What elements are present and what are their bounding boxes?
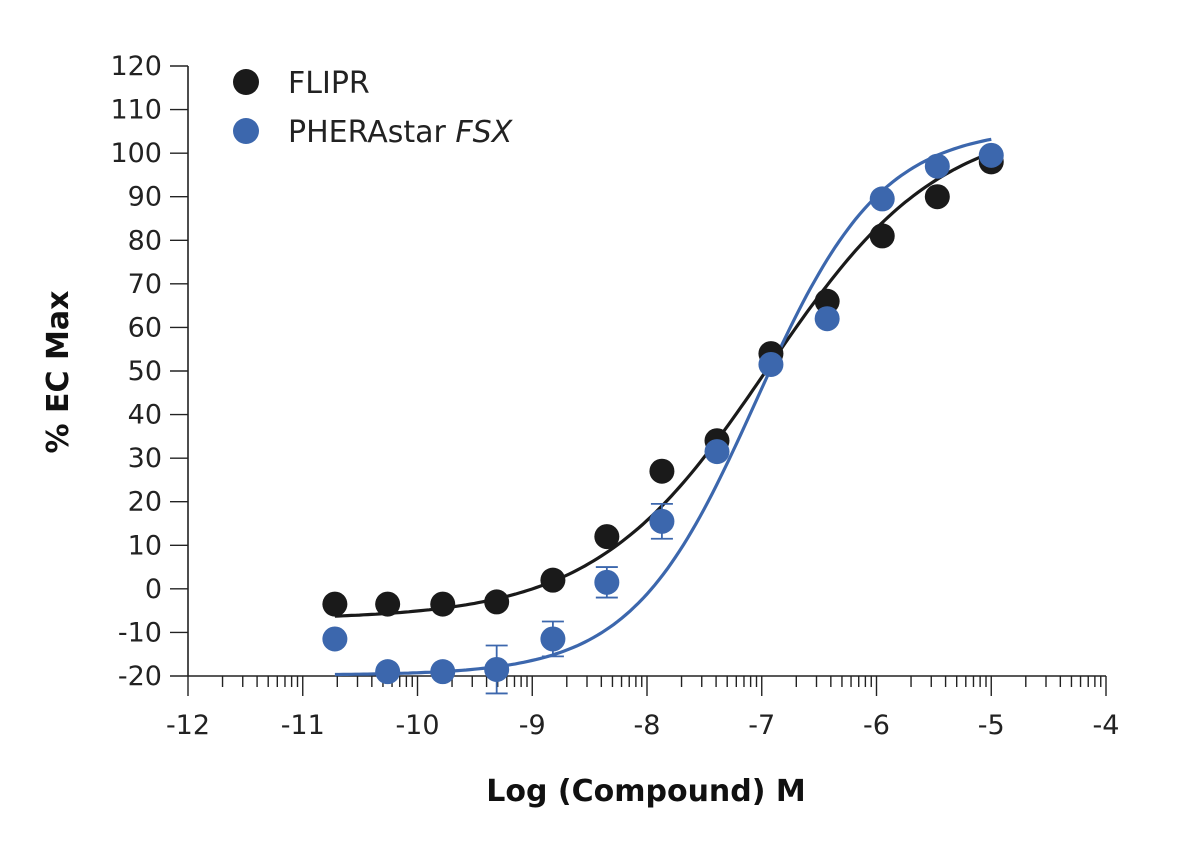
x-tick-label: -12 (166, 710, 210, 741)
data-point-series-0 (924, 184, 950, 210)
x-tick-label: -10 (395, 710, 439, 741)
data-point-series-1 (814, 306, 840, 332)
y-tick-label: 50 (128, 356, 162, 387)
data-point-series-1 (649, 508, 675, 534)
data-point-series-1 (484, 656, 510, 682)
x-tick-label: -8 (634, 710, 661, 741)
data-point-series-1 (430, 659, 456, 685)
data-point-series-0 (540, 567, 566, 593)
y-tick-label: 0 (145, 574, 162, 605)
fit-curves (334, 137, 992, 677)
data-point-series-0 (484, 589, 510, 615)
data-point-series-1 (758, 351, 784, 377)
y-tick-label: 120 (110, 51, 162, 82)
data-point-series-0 (430, 591, 456, 617)
data-point-series-1 (704, 439, 730, 465)
y-tick-label: 60 (128, 312, 162, 343)
fit-curve-1 (334, 137, 992, 677)
data-point-series-0 (594, 524, 620, 550)
x-tick-label: -11 (281, 710, 325, 741)
y-tick-label: 10 (128, 530, 162, 561)
data-point-series-1 (594, 569, 620, 595)
y-axis-title: % EC Max (41, 291, 76, 454)
legend-label-0: FLIPR (288, 66, 370, 101)
y-tick-label: 80 (128, 225, 162, 256)
fit-curve-0 (334, 151, 992, 618)
y-tick-label: 70 (128, 269, 162, 300)
y-tick-label: 90 (128, 182, 162, 213)
data-point-series-0 (814, 288, 840, 314)
y-tick-label: 30 (128, 443, 162, 474)
data-point-series-1 (869, 186, 895, 212)
legend-label-1: PHERAstar FSX (288, 115, 514, 150)
data-point-series-1 (978, 142, 1004, 168)
y-tick-label: -10 (118, 617, 162, 648)
legend-marker-0 (233, 69, 259, 95)
data-point-series-1 (540, 626, 566, 652)
y-tick-label: 100 (110, 138, 162, 169)
legend-marker-1 (233, 118, 259, 144)
legend: FLIPR PHERAstar FSX (233, 66, 514, 150)
data-points (322, 142, 1004, 685)
x-tick-label: -4 (1093, 710, 1120, 741)
data-point-series-0 (869, 223, 895, 249)
x-tick-label: -7 (748, 710, 775, 741)
data-point-series-1 (375, 659, 401, 685)
y-tick-label: 110 (110, 95, 162, 126)
data-point-series-0 (322, 591, 348, 617)
data-point-series-1 (322, 626, 348, 652)
x-tick-label: -6 (863, 710, 890, 741)
x-tick-label: -5 (978, 710, 1005, 741)
y-tick-label: -20 (118, 661, 162, 692)
x-axis-title: Log (Compound) M (486, 774, 806, 809)
data-point-series-1 (924, 153, 950, 179)
data-point-series-0 (649, 458, 675, 484)
y-tick-label: 40 (128, 400, 162, 431)
y-tick-label: 20 (128, 487, 162, 518)
x-tick-label: -9 (519, 710, 546, 741)
data-point-series-0 (375, 591, 401, 617)
